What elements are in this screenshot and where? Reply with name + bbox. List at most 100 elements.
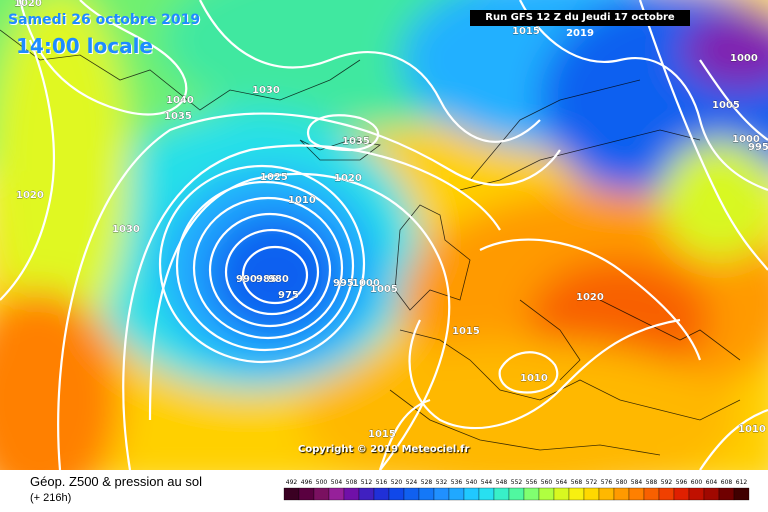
scale-value-label: 592 [661,479,673,486]
scale-value-label: 604 [706,479,718,486]
scale-value-label: 612 [736,479,748,486]
scale-value-label: 544 [481,479,493,486]
scale-value-label: 504 [331,479,343,486]
isobar-label: 1000 [732,134,760,145]
scale-swatch [523,487,540,501]
scale-swatch [658,487,675,501]
scale-swatch [718,487,735,501]
isobar-label: 1015 [452,326,480,337]
scale-value-label: 576 [601,479,613,486]
model-run-label: Run GFS 12 Z du Jeudi 17 octobre 2019 [470,10,690,39]
scale-swatch [553,487,570,501]
isobar-label: 1025 [260,172,288,183]
scale-swatch [568,487,585,501]
scale-swatch [433,487,450,501]
isobar-label: 995 [333,278,354,289]
isobar-label: 1035 [342,136,370,147]
isobar-label: 1010 [288,195,316,206]
legend-subtitle: (+ 216h) [30,492,72,504]
scale-swatch [508,487,525,501]
isobar-label: 980 [268,274,289,285]
isobar-label: 1000 [730,53,758,64]
scale-swatch [328,487,345,501]
scale-swatch [583,487,600,501]
scale-swatch [448,487,465,501]
scale-value-label: 496 [301,479,313,486]
scale-value-label: 548 [496,479,508,486]
isobar-label: 1040 [166,95,194,106]
scale-value-label: 536 [451,479,463,486]
scale-swatch [373,487,390,501]
color-scale: 492 496 500 504 508 512 516 520 524 528 532 536 540 5… [283,479,750,501]
geopotential-color-field [0,0,768,470]
scale-swatch [538,487,555,501]
isobar-label: 1015 [368,429,396,440]
scale-value-label: 540 [466,479,478,486]
isobar-label: 1020 [14,0,42,9]
scale-value-label: 600 [691,479,703,486]
scale-value-label: 556 [526,479,538,486]
scale-value-label: 584 [631,479,643,486]
isobar-label: 1010 [520,373,548,384]
scale-swatch [313,487,330,501]
scale-swatch [283,487,300,501]
scale-swatch [733,487,750,501]
isobar-label: 1020 [334,173,362,184]
scale-swatch [493,487,510,501]
scale-swatch [643,487,660,501]
scale-value-label: 516 [376,479,388,486]
legend-bar: Géop. Z500 & pression au sol (+ 216h) 49… [0,470,768,512]
isobar-labels: 1020 1015 1040 1035 1030 1035 1020 1025 … [14,0,768,440]
scale-value-label: 580 [616,479,628,486]
isobar-label: 1005 [712,100,740,111]
scale-value-label: 560 [541,479,553,486]
isobar-label: 975 [278,290,299,301]
isobar-label: 995 [748,142,768,153]
forecast-time: 14:00 locale [16,34,153,58]
scale-swatch [598,487,615,501]
scale-value-label: 564 [556,479,568,486]
scale-swatch [673,487,690,501]
scale-value-label: 520 [391,479,403,486]
pressure-map: 1020 1015 1040 1035 1030 1035 1020 1025 … [0,0,768,470]
scale-value-label: 588 [646,479,658,486]
scale-swatch [403,487,420,501]
scale-value-label: 528 [421,479,433,486]
scale-swatch [628,487,645,501]
isobar-label: 1005 [370,284,398,295]
scale-swatch [418,487,435,501]
scale-value-label: 572 [586,479,598,486]
isobar-label: 1020 [576,292,604,303]
scale-value-label: 508 [346,479,358,486]
scale-swatch [703,487,720,501]
scale-value-label: 492 [286,479,298,486]
scale-swatch [478,487,495,501]
scale-value-label: 512 [361,479,373,486]
coastlines [0,29,741,456]
scale-value-label: 500 [316,479,328,486]
isobar-label: 985 [256,274,277,285]
scale-value-label: 524 [406,479,418,486]
isobar-label: 1035 [164,111,192,122]
scale-swatch [343,487,360,501]
scale-value-label: 532 [436,479,448,486]
isobar-label: 1030 [252,85,280,96]
copyright-text: Copyright © 2019 Meteociel.fr [298,444,470,455]
scale-value-label: 552 [511,479,523,486]
isobar-label: 1010 [738,424,766,435]
isobars [0,0,768,470]
scale-swatch [298,487,315,501]
scale-swatch [463,487,480,501]
scale-swatch [358,487,375,501]
forecast-date: Samedi 26 octobre 2019 [8,12,201,28]
scale-value-label: 608 [721,479,733,486]
scale-swatch [688,487,705,501]
scale-swatch [388,487,405,501]
legend-title: Géop. Z500 & pression au sol [30,474,202,489]
isobar-label: 1020 [16,190,44,201]
scale-value-label: 568 [571,479,583,486]
scale-value-label: 596 [676,479,688,486]
scale-swatch [613,487,630,501]
isobar-label: 1015 [512,26,540,37]
